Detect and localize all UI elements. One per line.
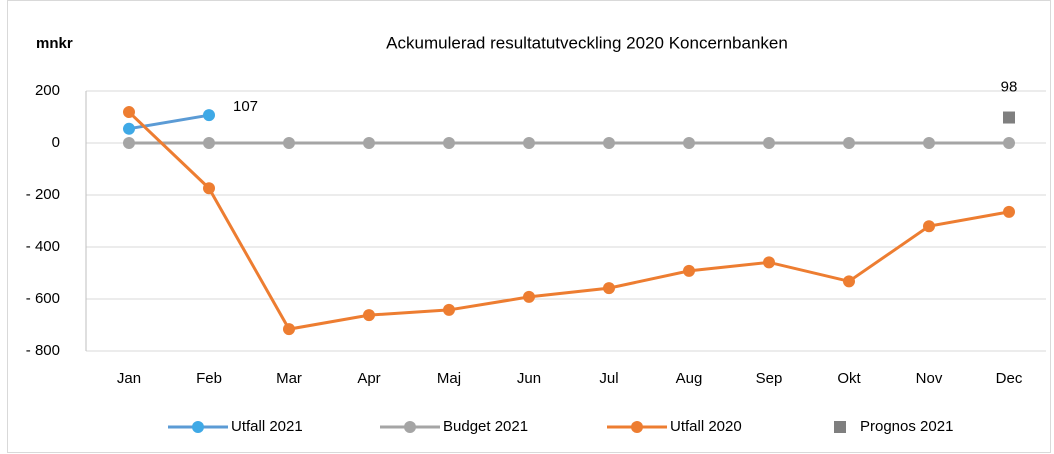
legend-marker [404, 421, 416, 433]
y-tick-label: - 600 [26, 290, 60, 307]
x-tick-label: Nov [916, 370, 943, 387]
marker [923, 220, 935, 233]
x-tick-label: Jul [599, 370, 618, 387]
y-tick-label: - 200 [26, 186, 60, 203]
marker [683, 137, 695, 149]
y-tick-label: - 800 [26, 342, 60, 359]
legend-label: Budget 2021 [443, 418, 528, 435]
legend-marker [631, 421, 643, 433]
marker [1003, 111, 1015, 124]
marker [603, 137, 615, 149]
x-tick-label: Jun [517, 370, 541, 387]
marker [523, 290, 535, 303]
marker [123, 122, 135, 135]
marker [763, 256, 775, 269]
data-label: 107 [233, 98, 258, 115]
x-tick-label: Apr [357, 370, 380, 387]
marker [203, 109, 215, 122]
marker [123, 106, 135, 119]
y-tick-label: 200 [35, 82, 60, 99]
marker [763, 137, 775, 149]
x-tick-label: Dec [996, 370, 1023, 387]
series-line [127, 110, 1010, 331]
x-tick-label: Okt [837, 370, 861, 387]
marker [923, 137, 935, 149]
x-tick-label: Jan [117, 370, 141, 387]
marker [523, 137, 535, 149]
data-label: 98 [1001, 78, 1018, 95]
x-tick-label: Mar [276, 370, 302, 387]
marker [603, 282, 615, 295]
x-tick-label: Maj [437, 370, 461, 387]
marker [843, 137, 855, 149]
marker [283, 137, 295, 149]
marker [363, 309, 375, 322]
x-tick-label: Sep [756, 370, 783, 387]
marker [443, 303, 455, 316]
chart-border [7, 0, 1051, 453]
marker [283, 323, 295, 336]
y-tick-label: 0 [52, 134, 60, 151]
marker [683, 264, 695, 277]
y-tick-label: - 400 [26, 238, 60, 255]
legend-marker [834, 421, 846, 433]
legend-label: Utfall 2021 [231, 418, 303, 435]
legend-marker [192, 421, 204, 433]
x-tick-label: Feb [196, 370, 222, 387]
marker [203, 137, 215, 149]
legend-label: Utfall 2020 [670, 418, 742, 435]
marker [1003, 137, 1015, 149]
marker [443, 137, 455, 149]
y-axis-label: mnkr [36, 35, 73, 52]
marker [843, 275, 855, 288]
marker [363, 137, 375, 149]
chart-title: Ackumulerad resultatutveckling 2020 Konc… [386, 33, 788, 52]
legend-label: Prognos 2021 [860, 418, 953, 435]
x-tick-label: Aug [676, 370, 703, 387]
marker [1003, 205, 1015, 218]
marker [123, 137, 135, 149]
marker [203, 182, 215, 195]
